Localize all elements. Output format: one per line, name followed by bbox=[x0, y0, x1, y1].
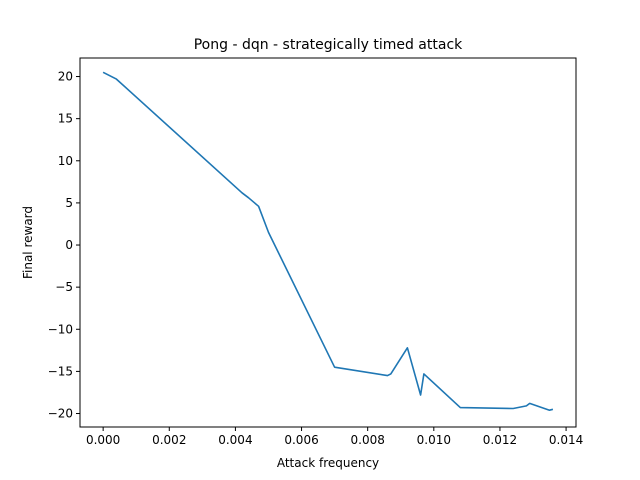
x-tick-label: 0.006 bbox=[284, 433, 318, 447]
y-tick-label: −15 bbox=[48, 364, 73, 378]
y-tick-label: 0 bbox=[65, 238, 73, 252]
x-tick-label: 0.014 bbox=[549, 433, 583, 447]
x-tick-label: 0.000 bbox=[86, 433, 120, 447]
x-tick-label: 0.004 bbox=[218, 433, 252, 447]
y-tick-label: 5 bbox=[65, 196, 73, 210]
plot-frame bbox=[79, 57, 577, 428]
y-tick-label: 15 bbox=[58, 112, 73, 126]
x-axis-ticks: 0.000 0.002 0.004 0.006 0.008 0.010 0.012 0.014 bbox=[86, 427, 583, 447]
x-tick-label: 0.008 bbox=[351, 433, 385, 447]
x-axis-label: Attack frequency bbox=[277, 456, 379, 470]
y-tick-label: 20 bbox=[58, 70, 73, 84]
x-tick-label: 0.010 bbox=[417, 433, 451, 447]
x-tick-label: 0.012 bbox=[483, 433, 517, 447]
series-line bbox=[102, 71, 554, 412]
y-axis-label: Final reward bbox=[21, 206, 35, 279]
series-group bbox=[102, 71, 554, 412]
y-axis-ticks: −20 −15 −10 −5 0 5 10 15 20 bbox=[48, 70, 80, 421]
x-tick-label: 0.002 bbox=[152, 433, 186, 447]
y-tick-label: 10 bbox=[58, 154, 73, 168]
chart-title: Pong - dqn - strategically timed attack bbox=[194, 37, 463, 53]
y-tick-label: −20 bbox=[48, 407, 73, 421]
y-tick-label: −10 bbox=[48, 322, 73, 336]
y-tick-label: −5 bbox=[55, 280, 73, 294]
